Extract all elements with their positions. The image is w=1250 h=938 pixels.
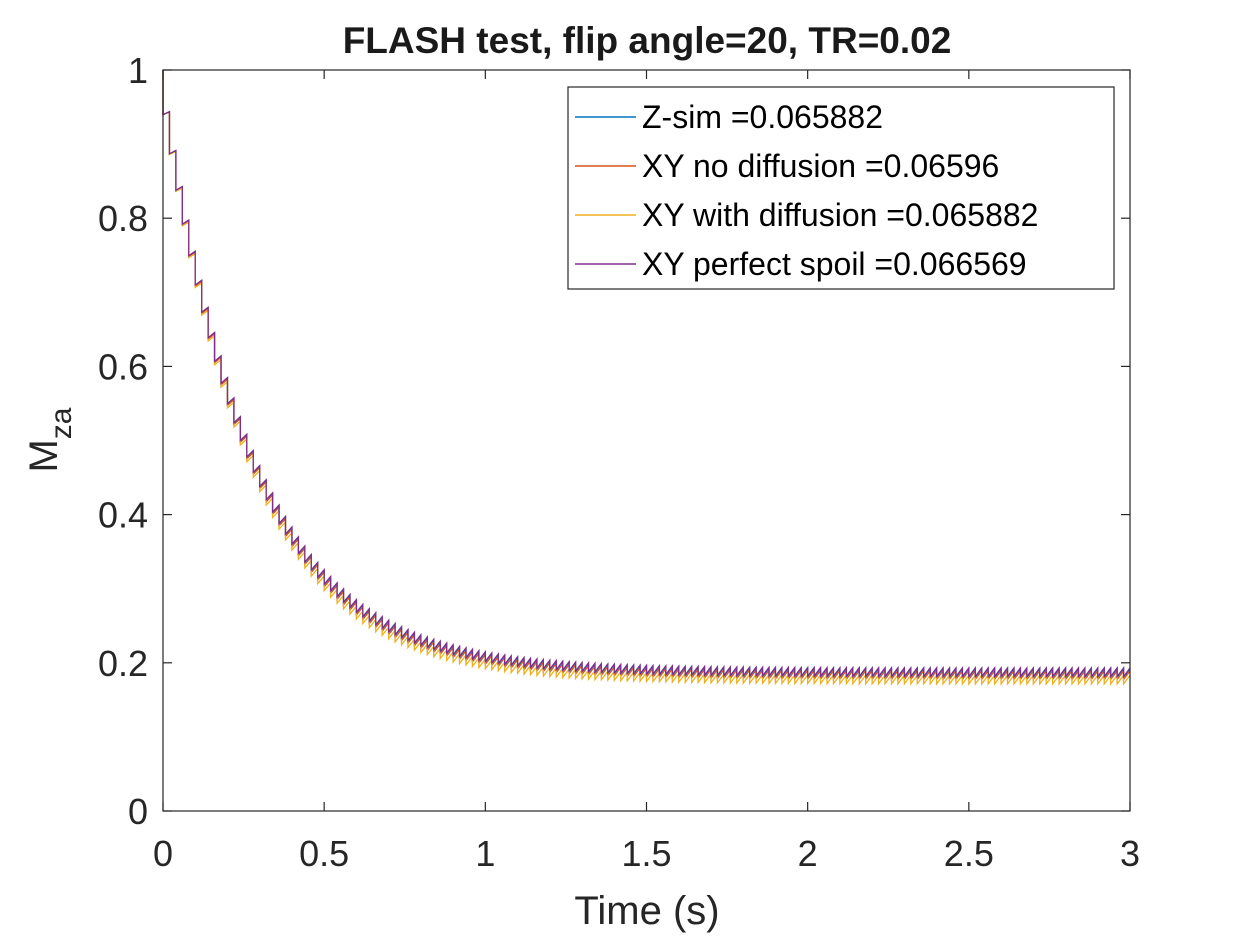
y-tick-label: 0.8 bbox=[98, 198, 148, 239]
y-axis-label: Mza bbox=[22, 407, 78, 472]
y-tick-label: 0.2 bbox=[98, 643, 148, 684]
x-tick-label: 3 bbox=[1120, 833, 1140, 874]
series-line-3 bbox=[162, 70, 1131, 679]
x-axis-label: Time (s) bbox=[574, 889, 719, 933]
y-tick-label: 1 bbox=[128, 50, 148, 91]
x-axis: 0 0.5 1 1.5 2 2.5 3 bbox=[153, 70, 1140, 874]
legend-entry-2: XY with diffusion =0.065882 bbox=[642, 197, 1038, 233]
y-axis: 0 0.2 0.4 0.6 0.8 1 bbox=[98, 50, 1130, 832]
x-tick-label: 0 bbox=[153, 833, 173, 874]
x-tick-label: 1.5 bbox=[621, 833, 671, 874]
chart-title: FLASH test, flip angle=20, TR=0.02 bbox=[343, 20, 952, 61]
legend-entry-1: XY no diffusion =0.06596 bbox=[642, 148, 999, 184]
x-tick-label: 2.5 bbox=[944, 833, 994, 874]
legend-entry-3: XY perfect spoil =0.066569 bbox=[642, 246, 1027, 282]
y-tick-label: 0.6 bbox=[98, 346, 148, 387]
svg-text:Mza: Mza bbox=[22, 407, 78, 472]
x-tick-label: 2 bbox=[798, 833, 818, 874]
x-tick-label: 0.5 bbox=[299, 833, 349, 874]
legend-box bbox=[567, 86, 1115, 290]
y-tick-label: 0.4 bbox=[98, 495, 148, 536]
plot-lines bbox=[162, 70, 1131, 686]
legend: Z-sim =0.065882 XY no diffusion =0.06596 X… bbox=[567, 86, 1115, 290]
legend-entry-0: Z-sim =0.065882 bbox=[642, 99, 883, 135]
y-axis-label-main: M bbox=[22, 439, 66, 472]
y-axis-label-sub: za bbox=[45, 407, 78, 439]
x-tick-label: 1 bbox=[475, 833, 495, 874]
y-tick-label: 0 bbox=[128, 791, 148, 832]
